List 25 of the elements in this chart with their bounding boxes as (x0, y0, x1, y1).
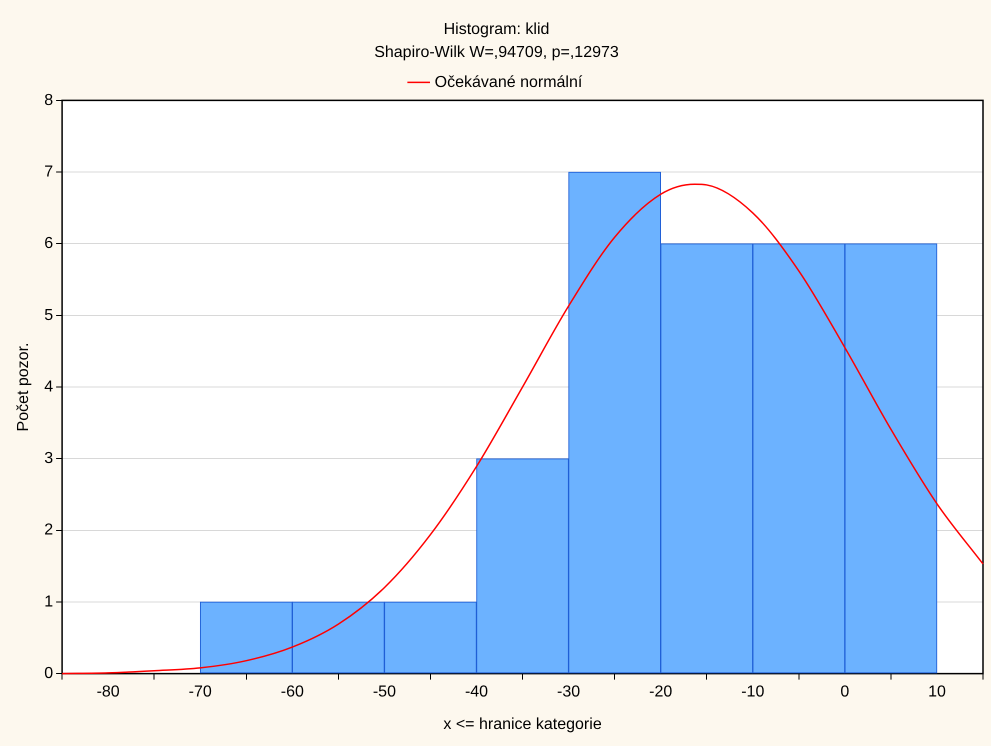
x-tick-label: -40 (464, 684, 488, 701)
y-tick-label: 5 (44, 306, 54, 324)
x-tick-label: -50 (372, 684, 396, 701)
x-tick-label: -80 (96, 684, 120, 701)
x-tick-label: -10 (741, 684, 764, 701)
line-series (61, 183, 984, 674)
y-axis-title: Počet pozor. (15, 342, 32, 432)
y-tick-label: 8 (44, 92, 54, 109)
x-tick-label: -70 (188, 684, 212, 701)
y-tick-label: 2 (44, 522, 54, 539)
y-tick-label: 3 (44, 450, 54, 468)
y-tick-label: 7 (44, 163, 54, 180)
y-tick-label: 1 (44, 593, 54, 610)
x-tick-label: -20 (649, 684, 672, 701)
x-axis-title: x <= hranice kategorie (443, 716, 602, 733)
x-tick-label: -30 (557, 684, 580, 701)
y-tick-label: 6 (44, 235, 54, 252)
chart-subtitle: Shapiro-Wilk W=,94709, p=,12973 (374, 44, 619, 62)
chart-title: Histogram: klid (444, 21, 550, 38)
y-tick-label: 4 (44, 378, 54, 396)
x-tick-label: -60 (280, 684, 304, 701)
x-tick-label: 10 (928, 684, 946, 701)
x-tick-label: 0 (840, 684, 850, 701)
y-tick-label: 0 (44, 665, 54, 682)
legend-label: Očekávané normální (434, 74, 583, 91)
